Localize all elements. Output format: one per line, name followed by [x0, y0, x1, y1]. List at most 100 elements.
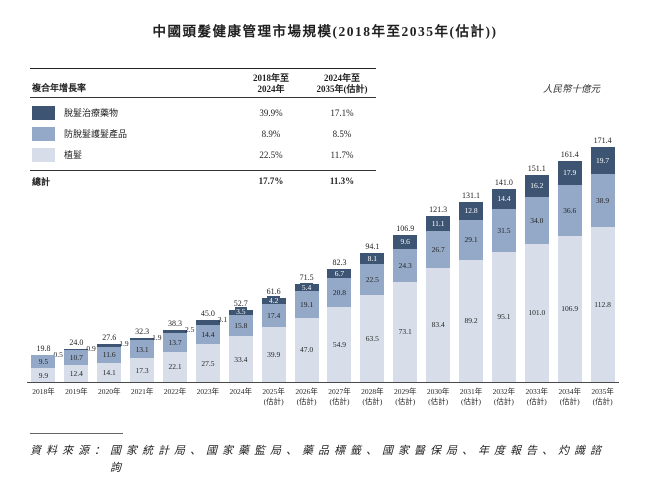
bar-segment-hair-loss-treatment-drugs: 16.2: [524, 174, 549, 198]
legend-total-row: 總計 17.7% 11.3%: [30, 170, 376, 191]
stacked-bar-2029: 106.9 9.6 24.3 73.1: [393, 224, 418, 382]
x-axis-label: 2019年: [65, 387, 88, 396]
bar-total-label: 61.6: [266, 286, 281, 296]
x-axis-label: 2022年: [163, 387, 187, 396]
bar-slot: 52.7 3.5 15.8 33.4: [224, 138, 257, 382]
bar-slot: 131.1 12.8 29.1 89.2: [455, 138, 488, 382]
bar-segment-anti-hair-loss-care-products: 20.8: [327, 278, 352, 307]
x-axis-label: 2028年 (估計): [361, 387, 384, 406]
bar-value-label: 38.9: [596, 196, 610, 206]
bar-segment-anti-hair-loss-care-products: 13.7: [163, 332, 187, 352]
stacked-bar-2018: 19.8 0.5 9.5 9.9: [31, 344, 63, 382]
bar-segment-hair-transplant: 47.0: [294, 317, 319, 382]
legend-row-care-products: 防脫髮護髮產品 8.9% 8.5%: [30, 123, 376, 144]
legend-rows: 脫髮治療藥物 39.9% 17.1% 防脫髮護髮產品 8.9% 8.5% 植髮 …: [30, 98, 376, 170]
bar-segment-hair-loss-treatment-drugs: 2.5: [163, 325, 194, 334]
bar-value-label: 0.9: [86, 344, 96, 354]
bar-value-label: 106.9: [561, 304, 579, 314]
bar-total-label: 38.3: [168, 318, 182, 328]
bar-value-label: 95.1: [497, 312, 511, 322]
bar-segment-hair-transplant: 95.1: [491, 251, 516, 382]
legend-table-header: 複合年增長率 2018年至 2024年 2024年至 2035年(估計): [30, 68, 376, 98]
bar-total-label: 171.4: [593, 136, 612, 146]
legend-row-label: 防脫髮護髮產品: [64, 129, 128, 139]
bar-segment-hair-loss-treatment-drugs: 9.6: [393, 235, 418, 249]
bar-value-label: 54.9: [332, 339, 347, 349]
x-axis-label: 2025年 (估計): [262, 387, 285, 406]
bar-value-label: 22.5: [365, 275, 379, 285]
bar-segment-hair-loss-treatment-drugs: 17.9: [557, 160, 582, 186]
bar-value-label: 17.4: [267, 310, 281, 320]
bar-total-label: 151.1: [527, 163, 546, 173]
bar-value-label: 15.8: [234, 320, 248, 330]
cagr-value: 17.1%: [330, 107, 354, 118]
bar-value-label: 34.0: [530, 215, 544, 225]
bar-slot: 106.9 9.6 24.3 73.1: [389, 138, 422, 382]
bar-value-label: 9.9: [38, 370, 49, 380]
source-label: 資料來源：: [30, 445, 110, 457]
bar-value-label: 9.6: [399, 237, 412, 247]
bar-slot: 61.6 4.2 17.4 39.9: [257, 138, 290, 382]
bar-value-label: 20.8: [332, 288, 347, 298]
care-products-swatch: [32, 126, 55, 141]
bar-total-label: 161.4: [560, 149, 579, 159]
legend-row-hair-transplant: 植髮 22.5% 11.7%: [30, 144, 376, 165]
plot-area: 19.8 0.5 9.5 9.9 24.0 0.9 10.7 12.4 27.6 1.9 11.6 1…: [27, 136, 619, 383]
bar-value-label: 5.4: [300, 283, 313, 293]
bar-value-label: 0.5: [53, 349, 63, 359]
legend-row-label: 植髮: [64, 150, 83, 160]
bar-total-label: 82.3: [332, 258, 347, 268]
legend-header-label: 複合年增長率: [32, 83, 87, 93]
bar-segment-hair-loss-treatment-drugs: 11.1: [426, 215, 451, 232]
bar-segment-hair-transplant: 17.3: [130, 358, 155, 382]
bar-total-label: 32.3: [135, 326, 150, 336]
bar-segment-hair-transplant: 73.1: [393, 281, 418, 382]
stacked-bar-2035: 171.4 19.7 38.9 112.8: [590, 136, 615, 382]
stacked-bar-2019: 24.0 0.9 10.7 12.4: [64, 338, 96, 382]
bar-value-label: 14.4: [495, 193, 512, 204]
x-axis-label: 2034年 (估計): [558, 387, 581, 406]
bar-segment-hair-transplant: 27.5: [195, 344, 220, 382]
bar-value-label: 19.7: [594, 155, 611, 166]
bar-segment-hair-loss-treatment-drugs: 1.9: [97, 339, 129, 348]
bar-value-label: 47.0: [300, 345, 314, 355]
bar-segment-hair-loss-treatment-drugs: 6.7: [327, 268, 352, 279]
bar-total-label: 19.8: [36, 343, 51, 353]
unit-note: 人民幣十億元: [543, 85, 601, 95]
bar-total-label: 52.7: [233, 298, 248, 308]
x-axis-label: 2035年 (估計): [591, 387, 614, 406]
bar-segment-anti-hair-loss-care-products: 34.0: [524, 197, 549, 244]
x-axis-label: 2029年 (估計): [393, 387, 417, 406]
bar-slot: 38.3 2.5 13.7 22.1: [159, 138, 194, 382]
bar-value-label: 1.9: [119, 339, 129, 349]
bar-value-label: 31.5: [497, 225, 511, 235]
stacked-bar-2020: 27.6 1.9 11.6 14.1: [97, 333, 129, 382]
stacked-bar-2031: 131.1 12.8 29.1 89.2: [459, 191, 484, 382]
bar-slot: 24.0 0.9 10.7 12.4: [60, 138, 96, 382]
bar-value-label: 14.1: [102, 367, 116, 377]
x-axis-label: 2031年 (估計): [459, 387, 483, 406]
x-axis-label: 2032年 (估計): [492, 387, 516, 406]
stacked-bar-2024: 52.7 3.5 15.8 33.4: [228, 299, 253, 382]
x-axis-label: 2021年: [130, 387, 154, 396]
x-axis-label: 2018年: [32, 387, 55, 396]
bar-value-label: 8.1: [366, 253, 379, 264]
stacked-bar-2033: 151.1 16.2 34.0 101.0: [524, 164, 549, 382]
x-axis-label: 2020年: [97, 387, 121, 396]
cagr-value: 8.5%: [332, 128, 352, 139]
bar-total-label: 106.9: [396, 224, 415, 234]
stacked-bar-2022: 38.3 2.5 13.7 22.1: [163, 319, 194, 382]
x-axis-label: 2027年 (估計): [328, 387, 351, 406]
x-axis-label: 2026年 (估計): [295, 387, 318, 406]
bar-segment-hair-loss-treatment-drugs: 5.4: [294, 283, 319, 293]
stacked-bar-2034: 161.4 17.9 36.6 106.9: [557, 150, 582, 382]
bar-slot: 141.0 14.4 31.5 95.1: [487, 138, 520, 382]
bar-segment-anti-hair-loss-care-products: 9.5: [31, 355, 56, 369]
bar-value-label: 29.1: [464, 235, 478, 245]
bar-segment-hair-loss-treatment-drugs: 12.8: [459, 202, 484, 220]
cagr-total-value: 17.7%: [258, 176, 284, 186]
bar-total-label: 94.1: [365, 242, 380, 252]
bar-segment-hair-loss-treatment-drugs: 0.5: [31, 350, 63, 359]
bar-slot: 151.1 16.2 34.0 101.0: [520, 138, 553, 382]
